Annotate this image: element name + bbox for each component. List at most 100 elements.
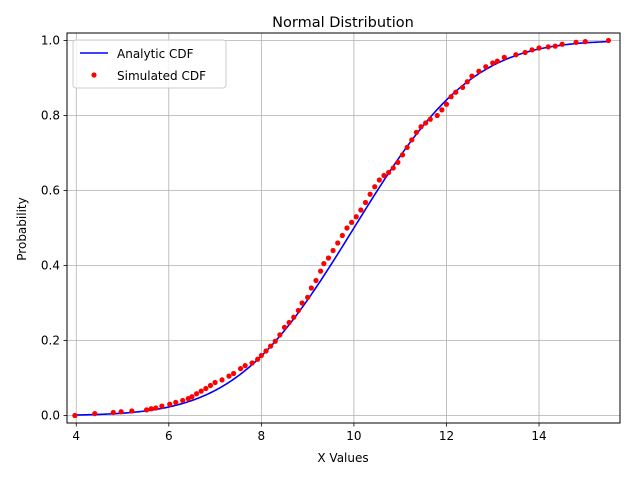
simulated-cdf-point — [249, 360, 255, 366]
simulated-cdf-point — [460, 84, 466, 90]
simulated-cdf-point — [399, 152, 406, 158]
simulated-cdf-point — [193, 391, 200, 397]
analytic-cdf-series — [76, 40, 609, 416]
simulated-cdf-point — [263, 348, 269, 354]
legend: Analytic CDF Simulated CDF — [72, 39, 227, 89]
grid — [67, 33, 620, 423]
simulated-cdf-point — [167, 401, 173, 407]
simulated-cdf-point — [381, 172, 387, 179]
simulated-cdf-point — [291, 314, 297, 320]
simulated-cdf-point — [358, 207, 364, 213]
simulated-cdf-point — [464, 79, 470, 85]
simulated-cdf-point — [386, 169, 392, 176]
legend-marker-simulated — [91, 72, 97, 78]
simulated-cdf-point — [153, 405, 159, 411]
simulated-cdf-point — [476, 68, 482, 74]
simulated-cdf-point — [513, 52, 519, 58]
y-tick-label: 0.8 — [41, 109, 60, 123]
simulated-cdf-point — [573, 39, 579, 45]
x-tick-label: 14 — [531, 429, 546, 443]
simulated-cdf-point — [212, 379, 218, 386]
simulated-cdf-point — [299, 300, 305, 306]
y-tick-label: 1.0 — [41, 34, 60, 48]
simulated-cdf-point — [308, 285, 314, 291]
y-axis-ticks: 0.0 0.2 0.4 0.6 0.8 1.0 — [41, 34, 67, 423]
simulated-cdf-point — [313, 277, 319, 284]
simulated-cdf-point — [376, 177, 382, 183]
simulated-cdf-point — [258, 352, 264, 359]
x-tick-label: 12 — [439, 429, 454, 443]
simulated-cdf-point — [404, 144, 410, 150]
legend-label-analytic: Analytic CDF — [117, 47, 194, 61]
simulated-cdf-point — [443, 101, 450, 107]
simulated-cdf-point — [321, 261, 327, 267]
simulated-cdf-point — [129, 408, 135, 414]
simulated-cdf-point — [272, 338, 278, 344]
simulated-cdf-point — [490, 60, 496, 66]
simulated-cdf-point — [118, 409, 124, 415]
simulated-cdf-point — [325, 255, 332, 261]
simulated-cdf-point — [413, 129, 419, 135]
simulated-cdf-point — [268, 343, 274, 349]
simulated-cdf-point — [501, 54, 507, 60]
simulated-cdf-point — [230, 370, 237, 377]
simulated-cdf-point — [434, 112, 440, 119]
y-tick-label: 0.4 — [41, 259, 60, 273]
legend-frame — [72, 39, 227, 89]
simulated-cdf-point — [448, 94, 454, 100]
simulated-cdf-point — [143, 407, 150, 413]
simulated-cdf-point — [295, 307, 301, 314]
simulated-cdf-point — [242, 363, 248, 369]
simulated-cdf-point — [173, 399, 179, 405]
simulated-cdf-point — [159, 403, 165, 409]
simulated-cdf-point — [335, 240, 341, 246]
simulated-cdf-series — [72, 37, 612, 419]
simulated-cdf-point — [552, 43, 558, 49]
x-axis-label: X Values — [317, 451, 368, 465]
simulated-cdf-point — [522, 49, 528, 56]
simulated-cdf-point — [362, 199, 369, 206]
simulated-cdf-point — [395, 159, 401, 165]
simulated-cdf-point — [367, 191, 373, 197]
simulated-cdf-point — [348, 219, 355, 225]
x-tick-label: 4 — [72, 429, 80, 443]
y-tick-label: 0.6 — [41, 184, 60, 198]
x-tick-label: 10 — [346, 429, 361, 443]
simulated-cdf-point — [545, 44, 551, 50]
simulated-cdf-point — [529, 47, 535, 53]
simulated-cdf-point — [453, 89, 459, 95]
simulated-cdf-point — [255, 356, 261, 362]
simulated-cdf-point — [423, 120, 429, 126]
simulated-cdf-point — [353, 214, 359, 220]
simulated-cdf-point — [207, 382, 214, 389]
simulated-cdf-point — [180, 397, 186, 404]
simulated-cdf-point — [198, 388, 204, 394]
simulated-cdf-point — [390, 165, 396, 171]
simulated-cdf-point — [483, 64, 489, 70]
simulated-cdf-point — [494, 58, 500, 64]
simulated-cdf-point — [189, 394, 195, 400]
legend-label-simulated: Simulated CDF — [117, 69, 206, 83]
simulated-cdf-point — [409, 137, 415, 143]
simulated-cdf-point — [317, 268, 324, 274]
simulated-cdf-point — [372, 184, 378, 190]
simulated-cdf-point — [439, 107, 445, 113]
simulated-cdf-point — [281, 324, 288, 330]
x-tick-label: 8 — [258, 429, 266, 443]
y-tick-label: 0.0 — [41, 409, 60, 423]
simulated-cdf-point — [203, 385, 209, 392]
simulated-cdf-point — [418, 124, 424, 130]
simulated-cdf-point — [110, 409, 116, 416]
simulated-cdf-point — [339, 232, 345, 239]
simulated-cdf-point — [237, 366, 244, 372]
x-axis-ticks: 4 6 8 10 12 14 — [72, 423, 547, 443]
simulated-cdf-point — [469, 73, 475, 79]
simulated-cdf-point — [226, 373, 232, 379]
simulated-cdf-point — [536, 45, 542, 51]
simulated-cdf-point — [286, 319, 292, 326]
simulated-cdf-point — [344, 225, 350, 231]
plot-area-frame — [66, 32, 621, 424]
simulated-cdf-point — [582, 39, 588, 45]
simulated-cdf-point — [559, 41, 565, 47]
simulated-cdf-point — [427, 116, 433, 122]
